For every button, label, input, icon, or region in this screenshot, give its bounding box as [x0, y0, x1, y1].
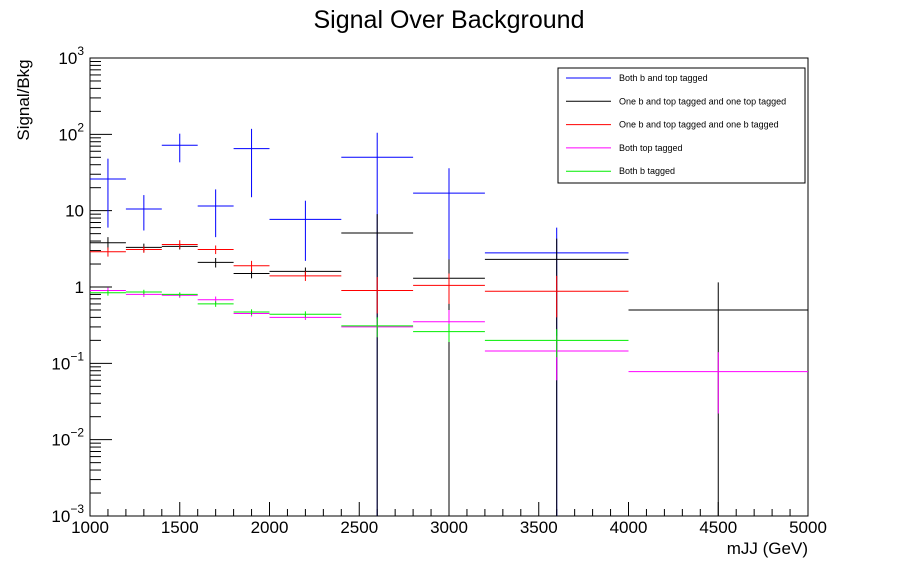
- x-tick-label: 2500: [340, 518, 378, 537]
- series-5: [90, 289, 629, 358]
- x-tick-label: 4500: [699, 518, 737, 537]
- legend: Both b and top tagged One b and top tagge…: [557, 67, 806, 184]
- legend-label: Both top tagged: [619, 143, 683, 153]
- legend-label: Both b and top tagged: [619, 73, 708, 83]
- y-tick-label: 102: [58, 120, 84, 144]
- y-axis: 10−3 10−2 10−1 1 10 102 103: [51, 44, 112, 526]
- x-tick-label: 1000: [71, 518, 109, 537]
- legend-label: One b and top tagged and one b tagged: [619, 120, 779, 130]
- series-3: [90, 240, 629, 318]
- y-tick-label: 1: [75, 278, 84, 297]
- legend-box: [557, 67, 806, 184]
- legend-label: Both b tagged: [619, 166, 675, 176]
- series-layer: [90, 128, 808, 516]
- x-tick-label: 3500: [520, 518, 558, 537]
- x-tick-label: 2000: [251, 518, 289, 537]
- x-tick-label: 5000: [789, 518, 827, 537]
- x-tick-label: 3000: [430, 518, 468, 537]
- series-1: [90, 128, 629, 516]
- y-tick-label: 10−3: [51, 502, 84, 526]
- y-axis-label: Signal/Bkg: [14, 59, 33, 140]
- x-axis: 1000 1500 2000 2500 3000 3500 4000 4500 5000: [71, 502, 827, 537]
- x-tick-label: 4000: [610, 518, 648, 537]
- x-axis-label: mJJ (GeV): [727, 539, 808, 558]
- y-tick-label: 10−2: [51, 426, 84, 450]
- y-tick-label: 10−1: [51, 349, 84, 373]
- legend-label: One b and top tagged and one top tagged: [619, 96, 786, 106]
- series-2: [90, 214, 808, 516]
- chart-title: Signal Over Background: [314, 6, 585, 34]
- x-tick-label: 1500: [161, 518, 199, 537]
- y-tick-label: 10: [65, 202, 84, 221]
- y-tick-label: 103: [58, 44, 84, 68]
